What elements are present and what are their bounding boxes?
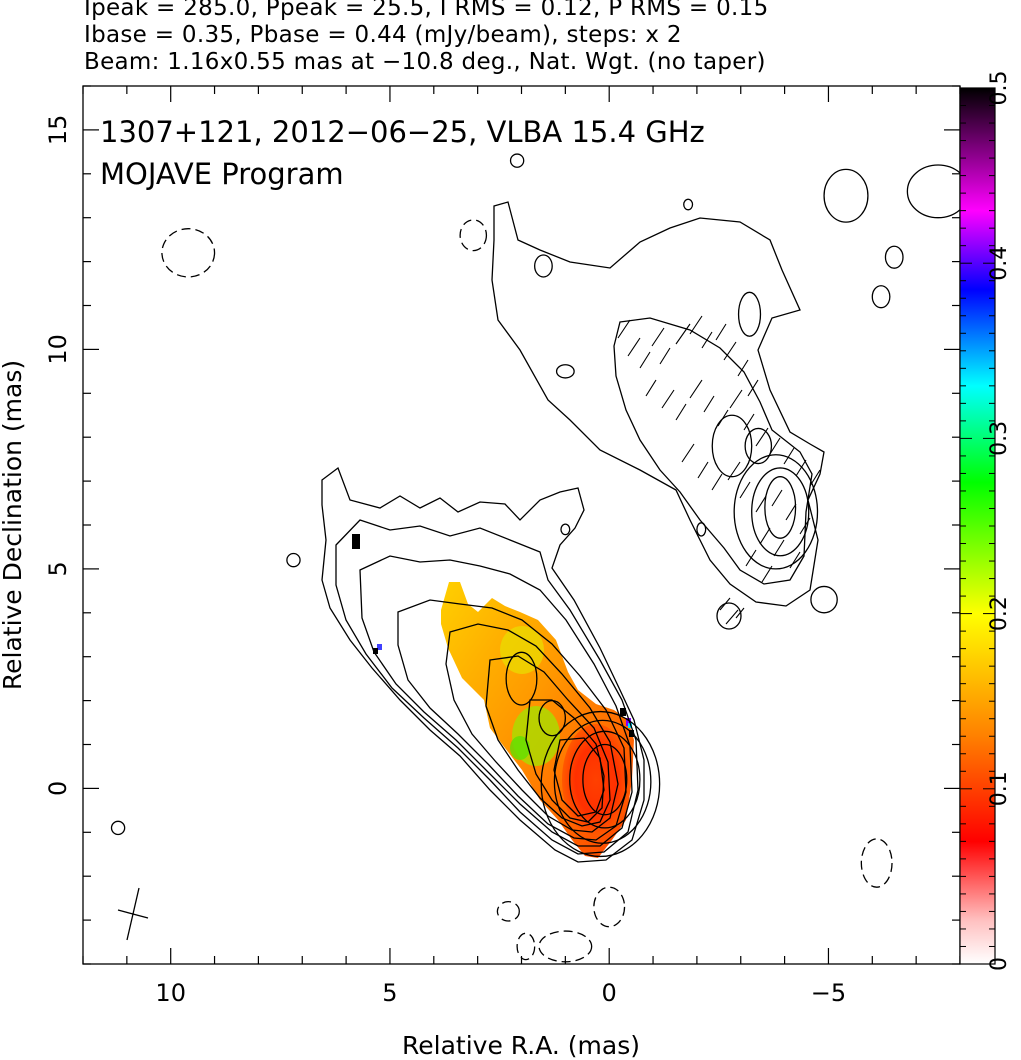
positive-contour-island <box>683 198 694 211</box>
header-line-1: Ipeak = 285.0, Ppeak = 25.5, I RMS = 0.1… <box>84 0 769 21</box>
jet-contour-7 <box>525 699 605 823</box>
positive-contour-island <box>286 552 301 568</box>
jet-contour-6 <box>485 655 611 827</box>
colorbar-tick-label: 0 <box>987 957 1012 971</box>
positive-contour-island <box>810 585 838 614</box>
jet-knot-contour <box>505 651 538 706</box>
header-line-3: Beam: 1.16x0.55 mas at −10.8 deg., Nat. … <box>84 49 766 75</box>
positive-contour-island <box>555 364 575 379</box>
contour-ellipses <box>110 153 960 963</box>
colorbar-tick-label: 0.5 <box>987 71 1012 106</box>
y-tick-label: 10 <box>44 334 72 365</box>
jet-contour-2 <box>335 519 639 855</box>
outer-component-contour-2 <box>613 317 813 585</box>
positive-contour-island <box>110 820 126 836</box>
negative-contour <box>593 886 626 928</box>
y-tick-label: 5 <box>44 561 72 576</box>
core-contour <box>569 730 641 829</box>
plot-title: 1307+121, 2012−06−25, VLBA 15.4 GHz <box>100 115 705 149</box>
core-contour <box>553 719 652 844</box>
negative-contour <box>496 901 520 922</box>
jet-green-patch-2 <box>510 736 530 760</box>
polarization-colormap <box>352 534 634 858</box>
negative-contour <box>516 932 536 961</box>
outer-component-contour <box>733 454 819 570</box>
negative-contour <box>860 838 893 888</box>
x-tick-label: −5 <box>811 979 846 1007</box>
x-axis-label: Relative R.A. (mas) <box>402 1031 640 1060</box>
colorbar-labels: 0 0.1 0.2 0.3 0.4 0.5 <box>987 71 1012 972</box>
positive-contour-island <box>509 153 525 168</box>
plot-frame <box>82 85 961 965</box>
outer-component-contour <box>711 414 753 478</box>
jet-contour-outer <box>321 466 645 863</box>
colorbar-tick-label: 0.2 <box>987 596 1012 631</box>
header-line-2: Ibase = 0.35, Pbase = 0.44 (mJy/beam), s… <box>84 22 682 48</box>
y-axis-label: Relative Declination (mas) <box>0 360 27 690</box>
contour-layer <box>110 153 960 963</box>
outer-component-contour <box>744 427 773 465</box>
x-tick-label: 0 <box>602 979 617 1007</box>
core-polarization <box>562 724 630 836</box>
x-tick-label: 5 <box>382 979 397 1007</box>
positive-contour-island <box>696 522 707 537</box>
colorbar-tick-label: 0.3 <box>987 421 1012 456</box>
jet-contour-5 <box>445 623 619 833</box>
outer-component-contour <box>764 476 797 539</box>
axis-ticks <box>82 85 961 965</box>
pixel-speck <box>373 648 378 654</box>
positive-contour-island <box>737 291 762 337</box>
colorbar-tick-label: 0.4 <box>987 246 1012 281</box>
negative-contour <box>459 219 488 252</box>
positive-contour-island <box>823 168 869 223</box>
outer-component-contour <box>751 467 810 557</box>
negative-contour <box>161 228 216 278</box>
jet-yellow-patch <box>500 626 544 674</box>
pixel-speck <box>626 718 631 726</box>
positive-contour-island <box>884 245 904 269</box>
beam-marker <box>117 887 149 941</box>
outer-component-contour <box>491 201 825 607</box>
colorbar-ticks <box>960 87 995 965</box>
positive-contour-island <box>534 254 553 278</box>
jet-contour-3 <box>359 555 633 847</box>
core-contour <box>582 743 628 816</box>
pixel-speck <box>628 723 632 728</box>
y-tick-label: 15 <box>44 115 72 146</box>
positive-contour-island <box>871 285 891 309</box>
hatched-island <box>716 602 742 630</box>
pixel-speck <box>629 730 634 737</box>
plot-subtitle: MOJAVE Program <box>100 157 344 191</box>
positive-contour-island <box>906 164 960 219</box>
pixel-speck <box>377 644 382 650</box>
positive-contour-island <box>560 523 571 536</box>
colorbar-tick-label: 0.1 <box>987 771 1012 806</box>
pixel-speck <box>352 534 360 549</box>
core-contour <box>540 710 661 858</box>
jet-knot-contour <box>538 699 566 737</box>
axis-tick-labels: 10 5 0 −5 0 5 10 15 <box>44 115 846 1007</box>
y-tick-label: 0 <box>44 781 72 796</box>
pixel-speck <box>620 708 626 716</box>
x-tick-label: 10 <box>155 979 186 1007</box>
